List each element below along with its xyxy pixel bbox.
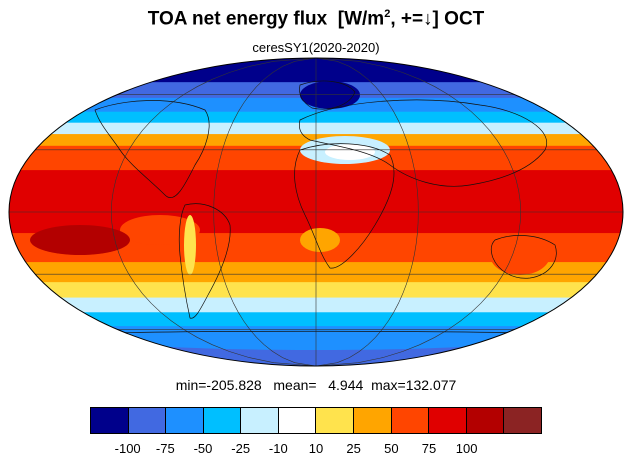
max-label: max=: [371, 377, 406, 393]
mean-label: mean=: [273, 377, 317, 393]
legend-swatch: [316, 408, 355, 433]
map-border: [8, 57, 624, 367]
north-america-coast: [94, 100, 210, 198]
graticule: [9, 58, 623, 366]
andes-region: [184, 215, 196, 275]
south-america-coast: [178, 203, 231, 319]
legend-swatch: [429, 408, 467, 433]
southern-africa-region: [300, 228, 340, 252]
legend-tick-label: 10: [308, 441, 324, 456]
legend-swatch: [504, 408, 541, 433]
color-legend: [90, 407, 542, 434]
central-pacific-region: [30, 225, 130, 255]
africa-coast: [294, 143, 395, 269]
legend-tick-label: -75: [155, 441, 175, 456]
meridian-line: [315, 58, 522, 366]
australia-coast: [490, 235, 557, 279]
legend-tick-label: 100: [455, 441, 478, 456]
title-units-prefix: [W/m: [337, 8, 385, 30]
min-label: min=: [175, 377, 207, 393]
greenland-region: [300, 81, 360, 109]
legend-swatch: [354, 408, 392, 433]
legend-tick-label: -10: [268, 441, 288, 456]
legend-swatch: [128, 408, 167, 433]
legend-swatch: [391, 408, 430, 433]
legend-tick-label: -100: [114, 441, 141, 456]
map-subtitle: ceresSY1(2020-2020): [252, 40, 380, 55]
legend-tick-label: -50: [193, 441, 213, 456]
meridian-line: [213, 58, 317, 366]
legend-tick-label: 75: [421, 441, 437, 456]
mean-value: 4.944: [328, 377, 364, 393]
legend-tick-label: 50: [384, 441, 399, 456]
legend-tick-label: -25: [231, 441, 251, 456]
legend-swatch: [166, 408, 204, 433]
sahara-core-region: [325, 144, 375, 160]
max-value: 132.077: [405, 377, 457, 393]
eurasia-coast: [298, 99, 547, 187]
legend-swatch: [278, 408, 317, 433]
min-value: -205.828: [206, 377, 262, 393]
legend-swatch: [466, 408, 505, 433]
legend-swatch: [91, 408, 129, 433]
meridian-line: [315, 58, 419, 366]
greenland-coast: [299, 80, 356, 110]
legend-tick-label: 25: [346, 441, 361, 456]
legend-swatch: [241, 408, 279, 433]
meridian-line: [110, 58, 317, 366]
australia-region: [490, 235, 550, 275]
title-units-sup: 2: [384, 8, 391, 20]
title-units-suffix: , +=↓] OCT: [390, 8, 485, 30]
legend-swatch: [203, 408, 242, 433]
title-main: TOA net energy flux: [147, 8, 328, 30]
color-legend-ticks: -100 -75 -50 -25 -10 10 25 50 75 100: [90, 441, 542, 457]
map-title: TOA net energy flux [W/m2, +=↓] OCT: [0, 8, 632, 30]
map-statistics: min=-205.828 mean= 4.944 max=132.077: [0, 377, 632, 393]
